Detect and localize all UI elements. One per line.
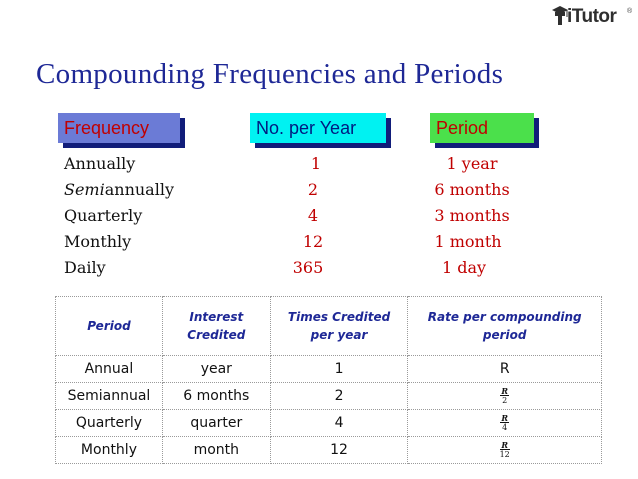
graduation-cap-icon xyxy=(552,6,568,25)
credited-cell: quarter xyxy=(161,409,271,437)
period-header: Period xyxy=(430,113,539,148)
frequency-period: 3 months xyxy=(434,206,510,225)
frequency-name: Daily xyxy=(64,258,106,277)
table-header-row: Period Interest Credited Times Credited pe… xyxy=(55,296,602,356)
rate-cell: R xyxy=(407,355,602,383)
times-credited-header-line1: Times Credited xyxy=(287,310,391,324)
times-cell: 2 xyxy=(269,382,409,410)
page-title: Compounding Frequencies and Periods xyxy=(36,58,504,90)
fraction-denominator: 2 xyxy=(502,396,508,405)
fraction-numerator: R xyxy=(500,413,510,423)
frequency-header: Frequency xyxy=(58,113,185,148)
table-row: Annual year 1 R xyxy=(55,355,602,383)
no-per-year-header: No. per Year xyxy=(250,113,391,148)
fraction-numerator: R xyxy=(500,386,510,396)
no-per-year-header-label: No. per Year xyxy=(250,113,386,143)
frequency-name-rest: annually xyxy=(104,180,174,199)
times-cell: 4 xyxy=(269,409,409,437)
frequency-per-year: 12 xyxy=(302,232,324,251)
rate-cell: R 12 xyxy=(407,436,602,464)
frequency-period: 6 months xyxy=(434,180,510,199)
frequency-name: Monthly xyxy=(64,232,132,251)
frequency-per-year: 1 xyxy=(310,154,322,173)
frequency-name: Semiannually xyxy=(64,177,174,203)
rate-fraction: R 12 xyxy=(499,440,510,459)
frequency-name: Quarterly xyxy=(64,206,143,225)
period-column-header: Period xyxy=(55,296,163,356)
interest-credited-column-header: Interest Credited xyxy=(161,296,271,356)
times-credited-header-line2: per year xyxy=(310,328,368,342)
rate-header-line1: Rate per compounding xyxy=(427,310,582,324)
frequency-period: 1 month xyxy=(434,232,502,251)
frequency-name-italic: Semi xyxy=(64,180,105,199)
times-credited-column-header: Times Credited per year xyxy=(269,296,409,356)
registered-mark: ® xyxy=(627,8,633,15)
itutor-logo: iTutor ® xyxy=(551,4,633,30)
frequency-name: Annually xyxy=(64,154,136,173)
frequency-per-year: 365 xyxy=(292,258,324,277)
frequency-period: 1 year xyxy=(446,154,498,173)
times-cell: 12 xyxy=(269,436,409,464)
period-cell: Monthly xyxy=(55,436,163,464)
frequency-header-label: Frequency xyxy=(58,113,180,143)
fraction-numerator: R xyxy=(499,440,510,450)
fraction-denominator: 4 xyxy=(502,423,508,432)
rate-header-line2: period xyxy=(482,328,527,342)
period-cell: Quarterly xyxy=(55,409,163,437)
frequency-per-year: 2 xyxy=(307,180,319,199)
table-row: Monthly month 12 R 12 xyxy=(55,436,602,464)
frequency-per-year: 4 xyxy=(307,206,319,225)
fraction-denominator: 12 xyxy=(499,450,510,459)
logo-text: iTutor xyxy=(567,6,617,27)
credited-cell: year xyxy=(161,355,271,383)
compounding-rate-table: Period Interest Credited Times Credited pe… xyxy=(55,296,602,464)
interest-credited-header-line1: Interest xyxy=(189,310,244,324)
credited-cell: month xyxy=(161,436,271,464)
period-cell: Annual xyxy=(55,355,163,383)
frequency-period: 1 day xyxy=(441,258,487,277)
interest-credited-header-line2: Credited xyxy=(187,328,246,342)
period-cell: Semiannual xyxy=(55,382,163,410)
rate-column-header: Rate per compounding period xyxy=(407,296,602,356)
credited-cell: 6 months xyxy=(161,382,271,410)
times-cell: 1 xyxy=(269,355,409,383)
period-header-label: Period xyxy=(430,113,534,143)
